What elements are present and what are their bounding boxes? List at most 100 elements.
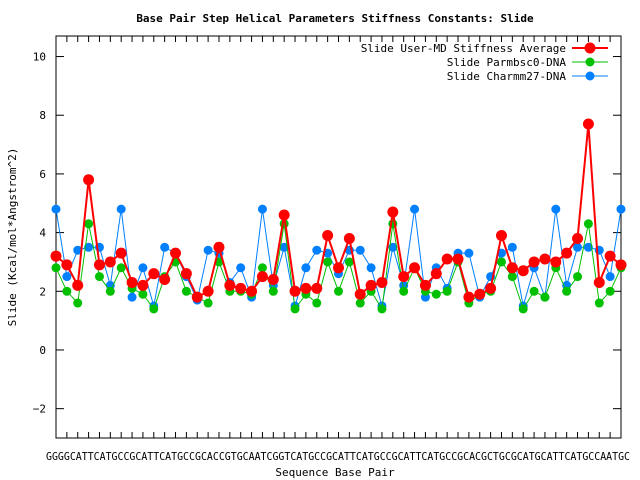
y-tick-label: −2	[33, 403, 46, 416]
data-point	[410, 204, 420, 214]
data-point	[322, 230, 334, 242]
data-point	[127, 292, 137, 302]
data-point	[376, 276, 388, 288]
data-point	[301, 263, 311, 273]
data-point	[105, 286, 115, 296]
data-point	[409, 262, 421, 274]
data-point	[615, 259, 627, 271]
data-point	[62, 286, 72, 296]
data-point	[94, 272, 104, 282]
data-point	[137, 279, 149, 291]
data-point	[343, 232, 355, 244]
data-point	[562, 286, 572, 296]
data-point	[430, 268, 442, 280]
data-point	[267, 274, 279, 286]
legend-label: Slide Parmbsc0-DNA	[447, 56, 567, 69]
data-point	[593, 276, 605, 288]
data-point	[257, 204, 267, 214]
data-point	[365, 279, 377, 291]
y-tick-label: 0	[39, 344, 46, 357]
data-point	[594, 298, 604, 308]
plot-frame	[55, 35, 622, 439]
data-point	[539, 253, 551, 265]
data-point	[561, 247, 573, 259]
data-point	[170, 247, 182, 259]
data-point	[583, 219, 593, 229]
data-point	[213, 241, 225, 253]
data-point	[442, 286, 452, 296]
data-point	[300, 282, 312, 294]
data-point	[203, 298, 213, 308]
series-0	[50, 118, 627, 303]
data-point	[148, 268, 160, 280]
data-point	[507, 272, 517, 282]
legend-label: Slide Charmm27-DNA	[447, 70, 567, 83]
data-point	[51, 263, 61, 273]
data-point	[573, 242, 583, 252]
data-point	[540, 292, 550, 302]
data-point	[529, 286, 539, 296]
data-point	[115, 247, 127, 259]
data-point	[311, 282, 323, 294]
data-point	[354, 288, 366, 300]
x-axis	[55, 36, 622, 438]
legend-marker	[585, 57, 595, 67]
data-point	[517, 265, 529, 277]
data-point	[334, 286, 343, 296]
data-point	[160, 242, 170, 252]
data-point	[312, 298, 322, 308]
data-point	[507, 242, 517, 252]
data-point	[399, 286, 409, 296]
data-point	[605, 286, 615, 296]
y-tick-label: 6	[39, 168, 46, 181]
y-tick-label: 10	[33, 51, 46, 64]
data-point	[290, 304, 300, 314]
data-point	[235, 282, 247, 294]
series-layer	[50, 118, 627, 314]
data-point	[333, 262, 344, 274]
data-point	[268, 286, 278, 296]
data-point	[431, 289, 441, 299]
data-point	[452, 253, 464, 265]
data-point	[616, 204, 626, 214]
data-point	[377, 304, 387, 314]
data-point	[246, 285, 258, 297]
data-point	[191, 291, 203, 303]
data-point	[73, 298, 83, 308]
data-point	[355, 245, 365, 255]
data-point	[180, 268, 192, 280]
data-point	[203, 245, 213, 255]
data-point	[323, 257, 333, 267]
legend-marker	[584, 42, 596, 54]
data-point	[236, 263, 246, 273]
data-point	[50, 250, 62, 262]
data-point	[474, 288, 486, 300]
data-point	[116, 263, 126, 273]
data-point	[84, 219, 94, 229]
data-point	[572, 232, 584, 244]
data-point	[464, 248, 474, 258]
x-axis-label: Sequence Base Pair	[275, 466, 395, 479]
data-point	[495, 230, 507, 242]
data-point	[419, 279, 431, 291]
data-point	[485, 282, 497, 294]
data-point	[312, 245, 322, 255]
data-point	[138, 289, 148, 299]
y-tick-label: 8	[39, 109, 46, 122]
y-axis: −2 0 2 4 6 8 10	[33, 51, 621, 416]
data-point	[83, 174, 95, 186]
chart-title: Base Pair Step Helical Parameters Stiffn…	[136, 12, 534, 25]
data-point	[551, 204, 561, 214]
data-point	[62, 272, 72, 282]
data-point	[605, 272, 615, 282]
data-point	[126, 276, 138, 288]
data-point	[278, 209, 290, 221]
data-point	[181, 286, 191, 296]
data-point	[506, 262, 518, 274]
data-point	[104, 256, 116, 268]
data-point	[355, 298, 365, 308]
data-point	[550, 256, 562, 268]
y-tick-label: 2	[39, 285, 46, 298]
